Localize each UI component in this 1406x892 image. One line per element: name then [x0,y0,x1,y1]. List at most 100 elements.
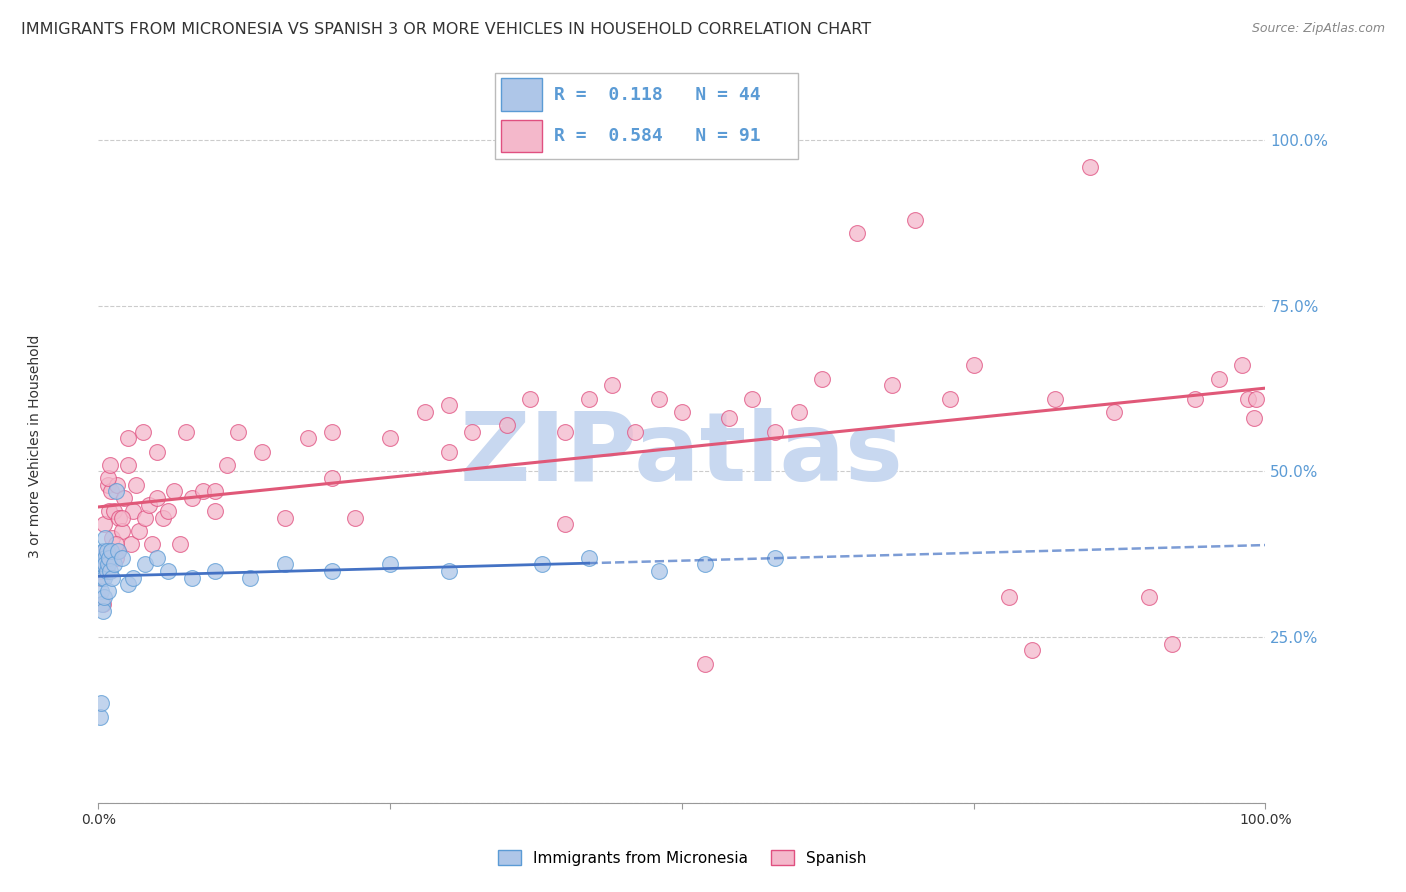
Point [204,484,226,499]
Point [378,431,402,445]
Point [90,558,112,572]
Point [1137,591,1160,605]
Point [174,425,197,439]
Point [1021,643,1043,657]
Point [117,431,139,445]
Point [120,537,142,551]
Point [519,392,541,406]
Point [1243,411,1265,425]
Point [122,570,145,584]
Point [152,511,174,525]
Point [138,498,160,512]
Point [321,471,343,485]
Point [97,583,120,598]
Point [117,458,139,472]
Point [94,544,117,558]
Point [146,444,169,458]
Point [89,709,111,723]
Point [413,405,436,419]
Point [530,558,553,572]
Text: IMMIGRANTS FROM MICRONESIA VS SPANISH 3 OR MORE VEHICLES IN HOUSEHOLD CORRELATIO: IMMIGRANTS FROM MICRONESIA VS SPANISH 3 … [21,22,872,37]
Point [163,484,186,499]
Point [157,564,180,578]
Point [91,604,114,618]
Point [461,425,484,439]
Point [94,531,117,545]
Point [1244,392,1267,406]
Point [101,570,124,584]
Text: Source: ZipAtlas.com: Source: ZipAtlas.com [1251,22,1385,36]
Point [111,550,134,565]
Point [180,570,202,584]
FancyBboxPatch shape [502,78,541,111]
Point [578,392,600,406]
Point [554,425,576,439]
Point [997,591,1019,605]
Text: ZIPatlas: ZIPatlas [460,409,904,501]
Point [90,570,112,584]
Point [96,544,118,558]
Point [98,544,121,558]
Point [103,504,125,518]
Point [157,504,180,518]
Point [671,405,693,419]
Point [100,484,122,499]
Point [1208,372,1230,386]
Point [93,570,115,584]
Point [104,550,127,565]
Point [378,558,402,572]
Point [741,392,763,406]
Point [97,550,120,565]
Text: 3 or more Vehicles in Household: 3 or more Vehicles in Household [28,334,42,558]
Point [904,212,927,227]
Point [90,583,112,598]
Point [98,458,121,472]
Point [228,425,250,439]
Point [104,484,127,499]
Point [695,657,717,671]
Point [125,477,148,491]
Point [112,491,135,505]
Point [215,458,238,472]
Point [93,591,115,605]
Point [134,511,156,525]
Point [495,418,517,433]
Point [90,558,112,572]
Point [128,524,150,538]
Point [96,564,118,578]
Point [437,564,460,578]
Point [1080,160,1102,174]
Point [1102,405,1125,419]
Point [763,550,786,565]
Point [108,511,131,525]
Point [90,564,112,578]
Point [321,564,343,578]
Point [1045,392,1067,406]
Point [98,564,121,578]
Point [717,411,740,425]
Point [96,544,118,558]
Point [90,697,112,711]
Point [97,477,120,491]
Point [111,524,134,538]
Point [94,550,117,565]
Point [647,564,669,578]
Point [274,558,297,572]
Point [93,517,115,532]
Point [344,511,367,525]
Point [204,504,226,518]
Point [146,550,169,565]
Point [880,378,903,392]
Point [274,511,297,525]
Point [204,564,226,578]
Point [169,537,191,551]
Point [600,378,623,392]
Point [1184,392,1206,406]
Point [321,425,343,439]
Point [193,484,215,499]
Point [811,372,834,386]
Point [845,226,868,240]
Point [97,471,120,485]
Point [141,537,163,551]
Point [91,544,114,558]
